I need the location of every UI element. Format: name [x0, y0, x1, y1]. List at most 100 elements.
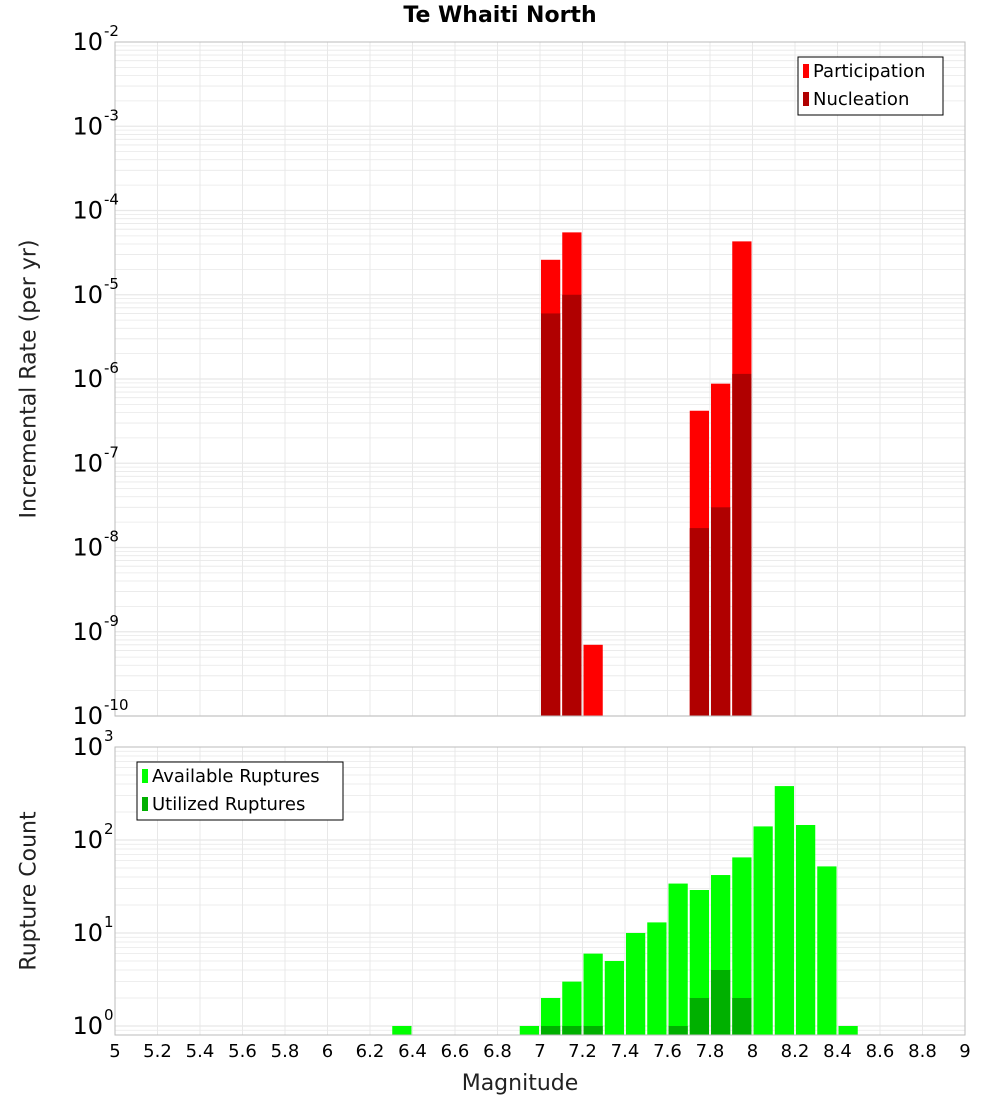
y-tick-exponent: 0	[104, 1006, 114, 1024]
rates-legend: Participation Nucleation	[797, 56, 944, 116]
x-tick-label: 6.6	[441, 1041, 470, 1062]
x-tick-label: 7.6	[653, 1041, 682, 1062]
y-tick-label: 10 2	[72, 820, 113, 854]
available-bar	[774, 786, 794, 1035]
chart-title: Te Whaiti North	[403, 3, 596, 28]
counts-plot-border	[114, 746, 966, 1036]
y-tick-exponent: -2	[104, 22, 119, 40]
y-tick-base: 10	[72, 733, 103, 761]
counts-grid	[114, 747, 966, 1036]
y-tick-label: 10 -4	[72, 191, 119, 225]
y-tick-exponent: -3	[104, 106, 119, 124]
y-tick-exponent: -7	[104, 443, 119, 461]
x-tick-label: 7	[534, 1041, 545, 1062]
y-tick-base: 10	[72, 112, 103, 140]
y-tick-base: 10	[72, 1012, 103, 1040]
available-bar	[647, 922, 667, 1035]
available-bar	[583, 953, 603, 1035]
x-tick-label: 7.2	[568, 1041, 597, 1062]
legend-swatch	[803, 64, 809, 78]
y-tick-base: 10	[72, 702, 103, 730]
y-tick-label: 10 -7	[72, 443, 119, 477]
x-axis-ticks: 5 5.2 5.4 5.6 5.8 6 6.2 6.4 6.6 6.8 7 7.2 7.4 7.6 7.8 8…	[109, 1041, 970, 1062]
y-tick-label: 10 -9	[72, 612, 119, 646]
participation-bar	[583, 644, 603, 716]
y-tick-label: 10 -5	[72, 275, 119, 309]
available-bar	[668, 883, 688, 1035]
nucleation-bar	[562, 294, 582, 716]
nucleation-bar	[541, 313, 561, 716]
rates-plot-border	[114, 41, 966, 717]
utilized-bar	[562, 1025, 582, 1035]
available-bar	[604, 960, 624, 1035]
y-tick-exponent: -10	[104, 696, 129, 714]
legend-box	[136, 761, 344, 821]
nucleation-bar	[711, 507, 731, 716]
x-tick-label: 8.4	[823, 1041, 852, 1062]
y-tick-label: 10 -3	[72, 106, 119, 140]
available-bar	[796, 824, 816, 1035]
x-tick-label: 8.2	[781, 1041, 810, 1062]
x-tick-label: 5.2	[143, 1041, 172, 1062]
y-tick-label: 10 -10	[72, 696, 128, 730]
utilized-bar	[668, 1025, 688, 1035]
legend-swatch	[803, 92, 809, 106]
legend-swatch	[142, 797, 148, 811]
counts-legend: Available Ruptures Utilized Ruptures	[136, 761, 344, 821]
legend-swatch	[142, 769, 148, 783]
available-bar	[732, 857, 752, 1035]
available-bar	[753, 826, 773, 1035]
legend-box	[797, 56, 944, 116]
available-bar	[519, 1025, 539, 1035]
x-tick-label: 5	[109, 1041, 120, 1062]
available-bar	[562, 981, 582, 1035]
x-tick-label: 5.6	[228, 1041, 257, 1062]
x-tick-label: 9	[959, 1041, 970, 1062]
y-tick-base: 10	[72, 197, 103, 225]
x-tick-label: 6.8	[483, 1041, 512, 1062]
y-tick-exponent: 1	[104, 913, 114, 931]
x-tick-label: 6	[322, 1041, 333, 1062]
y-tick-label: 10 1	[72, 913, 113, 947]
y-tick-exponent: 2	[104, 820, 114, 838]
x-axis-label: Magnitude	[462, 1071, 579, 1096]
x-tick-label: 7.8	[696, 1041, 725, 1062]
y-tick-exponent: -8	[104, 528, 119, 546]
counts-bars	[392, 786, 858, 1035]
y-tick-exponent: -4	[104, 191, 119, 209]
utilized-bar	[711, 969, 731, 1035]
utilized-bar	[689, 997, 709, 1035]
available-bar	[392, 1025, 412, 1035]
legend-label: Participation	[813, 61, 925, 82]
y-tick-base: 10	[72, 534, 103, 562]
y-tick-label: 10 -6	[72, 359, 119, 393]
legend-label: Utilized Ruptures	[152, 794, 305, 815]
y-tick-base: 10	[72, 449, 103, 477]
nucleation-bar	[732, 373, 752, 716]
x-tick-label: 8	[747, 1041, 758, 1062]
y-tick-exponent: -5	[104, 275, 119, 293]
utilized-bar	[583, 1025, 603, 1035]
y-tick-base: 10	[72, 919, 103, 947]
y-tick-base: 10	[72, 28, 103, 56]
y-tick-base: 10	[72, 281, 103, 309]
y-tick-exponent: -6	[104, 359, 119, 377]
utilized-bar	[541, 1025, 561, 1035]
utilized-bar	[732, 997, 752, 1035]
y-tick-base: 10	[72, 365, 103, 393]
legend-label: Available Ruptures	[152, 766, 320, 787]
x-tick-label: 8.8	[908, 1041, 937, 1062]
y-tick-base: 10	[72, 618, 103, 646]
x-tick-label: 6.4	[398, 1041, 427, 1062]
y-tick-exponent: 3	[104, 727, 114, 745]
legend-label: Nucleation	[813, 89, 909, 110]
available-bar	[626, 932, 646, 1035]
counts-y-axis-label: Rupture Count	[17, 811, 42, 971]
x-tick-label: 5.8	[271, 1041, 300, 1062]
y-tick-label: 10 -8	[72, 528, 119, 562]
